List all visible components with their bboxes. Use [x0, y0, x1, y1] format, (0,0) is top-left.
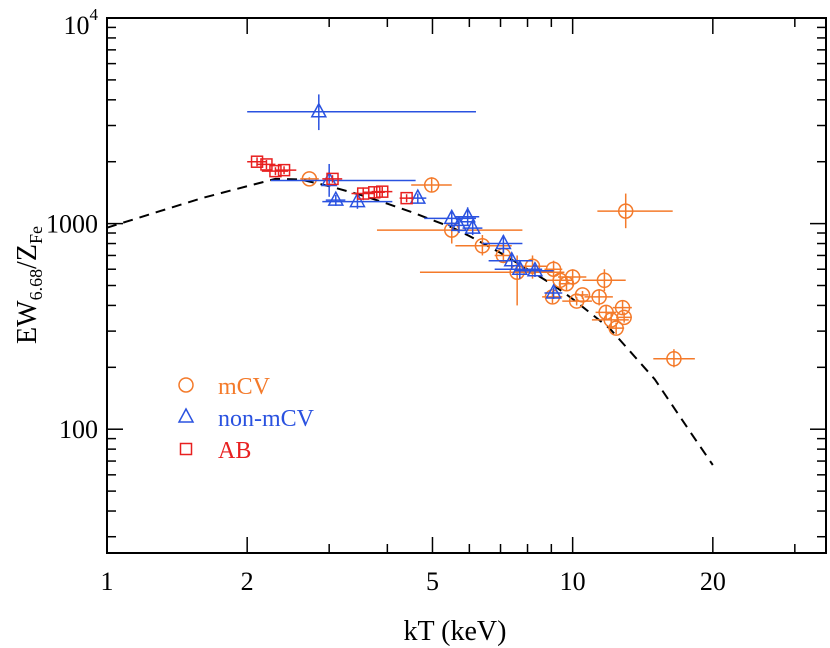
series-ab	[247, 155, 414, 205]
x-tick-label: 20	[700, 567, 726, 596]
point-marker	[349, 191, 366, 208]
series-mcv	[300, 171, 695, 368]
data-point	[584, 289, 613, 306]
legend: mCV non-mCV AB	[177, 374, 315, 464]
point-marker	[495, 233, 512, 250]
x-tick-label: 2	[241, 567, 254, 596]
point-marker	[614, 299, 631, 316]
point-marker	[250, 155, 264, 168]
model-curve	[106, 177, 714, 466]
data-point	[322, 172, 343, 186]
point-marker	[591, 289, 607, 305]
point-marker	[474, 238, 491, 254]
point-marker	[616, 309, 632, 326]
legend-label-mcv: mCV	[218, 374, 271, 400]
y-axis-label: EW6.68/ZFe	[12, 226, 46, 344]
point-marker	[596, 272, 613, 289]
data-point	[411, 177, 452, 193]
legend-marker-ab	[179, 442, 193, 456]
data-point	[582, 269, 626, 292]
point-marker	[375, 185, 389, 198]
legend-marker-non-mcv	[177, 407, 195, 423]
point-marker	[450, 215, 468, 232]
data-point	[257, 158, 276, 171]
x-axis-label: kT (keV)	[404, 616, 507, 647]
point-marker	[545, 283, 562, 299]
plot-frame	[106, 17, 827, 554]
data-point	[419, 255, 565, 306]
data-point	[455, 235, 512, 256]
model-curve-layer	[106, 177, 714, 466]
data-point	[557, 269, 587, 286]
point-marker	[326, 172, 339, 186]
x-tick-label: 10	[560, 567, 586, 596]
data-point	[514, 261, 554, 277]
data-point	[544, 283, 563, 299]
point-marker	[409, 188, 427, 204]
x-tick-labels: 1 2 5 10 20	[101, 567, 726, 596]
data-points-layer	[247, 94, 695, 368]
point-marker	[608, 320, 624, 336]
point-marker	[503, 251, 521, 267]
point-marker	[277, 163, 291, 177]
data-point	[482, 233, 523, 253]
data-point	[612, 299, 632, 316]
data-point	[275, 163, 297, 177]
data-point	[371, 185, 393, 198]
y-label-sub2: Fe	[26, 226, 46, 244]
point-marker	[269, 164, 282, 178]
point-marker	[564, 269, 581, 285]
x-tick-label: 1	[101, 567, 114, 596]
data-point	[300, 171, 319, 187]
point-marker	[574, 287, 591, 303]
series-non-mcv	[247, 94, 563, 299]
data-point	[574, 287, 591, 303]
y-label-main: EW	[12, 300, 43, 344]
data-point	[247, 155, 267, 168]
point-marker	[511, 259, 529, 275]
point-marker	[459, 207, 476, 223]
y-tick-labels: 100 1000 104	[46, 5, 99, 444]
svg-text:EW6.68/ZFe: EW6.68/ZFe	[12, 226, 46, 344]
data-point	[247, 94, 476, 131]
y-label-sub1: 6.68	[26, 269, 46, 301]
legend-label-non-mcv: non-mCV	[218, 406, 315, 432]
point-marker	[260, 158, 273, 171]
data-point	[653, 349, 695, 368]
data-point	[270, 163, 416, 197]
data-point	[462, 218, 483, 236]
point-marker	[327, 190, 345, 206]
point-marker	[310, 102, 328, 118]
data-point	[607, 320, 625, 336]
data-point	[488, 251, 533, 270]
legend-marker-mcv	[178, 377, 194, 393]
point-marker	[666, 351, 682, 367]
point-marker	[301, 171, 318, 187]
x-tick-label: 5	[426, 567, 439, 596]
point-marker	[464, 218, 481, 234]
point-marker	[443, 208, 461, 225]
point-marker	[617, 203, 634, 219]
data-point	[455, 207, 480, 226]
y-tick-label: 100	[59, 415, 98, 444]
data-point	[597, 193, 673, 229]
y-label-slash: /Z	[12, 244, 43, 269]
point-marker	[526, 261, 544, 277]
point-marker	[400, 191, 413, 205]
data-point	[591, 312, 629, 329]
legend-label-ab: AB	[218, 438, 251, 464]
point-marker	[423, 177, 440, 193]
axis-ticks	[106, 17, 826, 553]
point-marker	[524, 258, 541, 275]
data-point	[448, 215, 470, 234]
data-point	[325, 190, 346, 206]
y-tick-label: 1000	[46, 210, 98, 239]
data-point	[399, 191, 414, 205]
y-tick-label: 104	[64, 5, 99, 40]
data-point	[616, 309, 632, 326]
